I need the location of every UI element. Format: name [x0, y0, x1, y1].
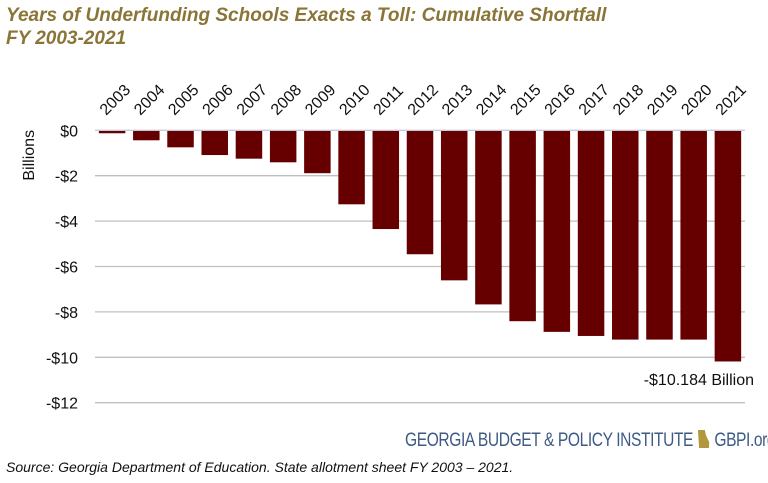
bar-2013: [440, 130, 468, 281]
bar-2021: [714, 130, 742, 362]
source-note: Source: Georgia Department of Education.…: [6, 459, 514, 475]
y-tick-label: -$4: [55, 214, 78, 231]
x-tick-label: 2017: [576, 82, 613, 119]
bar-2016: [543, 130, 571, 332]
georgia-map-icon: [697, 430, 710, 448]
bar-2010: [338, 130, 365, 205]
y-axis-label: Billions: [21, 130, 38, 181]
x-tick-label: 2007: [234, 82, 271, 119]
bar-2006: [201, 130, 228, 156]
bar-2014: [475, 130, 502, 305]
x-tick-label: 2014: [473, 82, 510, 119]
chart-title: Years of Underfunding Schools Exacts a T…: [6, 4, 606, 50]
bar-2003: [98, 130, 126, 134]
bar-2009: [304, 130, 331, 174]
x-tick-label: 2021: [713, 82, 750, 119]
bar-2018: [612, 130, 639, 340]
x-tick-label: 2018: [610, 82, 647, 119]
x-tick-label: 2011: [371, 82, 407, 118]
y-tick-label: -$8: [55, 305, 78, 322]
bar-2011: [372, 130, 400, 230]
bar-2015: [509, 130, 536, 322]
x-tick-label: 2016: [542, 82, 579, 119]
x-tick-label: 2005: [165, 82, 202, 119]
bar-2004: [133, 130, 160, 141]
x-tick-label: 2013: [439, 82, 476, 119]
x-tick-label: 2004: [131, 82, 168, 119]
logo-url[interactable]: GBPI.org: [714, 430, 768, 451]
bar-2019: [646, 130, 673, 340]
bar-2007: [235, 130, 263, 159]
y-tick-label: -$6: [55, 260, 78, 277]
title-line-2: FY 2003-2021: [6, 28, 127, 49]
x-tick-label: 2010: [336, 82, 373, 119]
bar-2012: [406, 130, 434, 255]
bar-2020: [680, 130, 707, 340]
y-tick-label: -$12: [46, 396, 78, 413]
y-tick-label: -$10: [46, 350, 78, 367]
y-tick-label: -$2: [55, 169, 78, 186]
x-tick-label: 2006: [200, 82, 237, 119]
x-tick-label: 2009: [302, 82, 339, 119]
y-tick-label: $0: [60, 123, 78, 140]
x-tick-label: 2020: [678, 82, 715, 119]
title-line-1: Years of Underfunding Schools Exacts a T…: [6, 5, 607, 26]
x-tick-label: 2012: [405, 82, 442, 119]
gbpi-logo[interactable]: GEORGIA BUDGET & POLICY INSTITUTE GBPI.or…: [405, 430, 768, 452]
bar-2017: [577, 130, 605, 336]
bar-annotation: -$10.184 Billion: [644, 372, 754, 389]
x-tick-label: 2003: [97, 82, 134, 119]
x-tick-label: 2008: [268, 82, 305, 119]
logo-name: GEORGIA BUDGET & POLICY INSTITUTE: [405, 430, 694, 451]
x-tick-label: 2015: [507, 82, 544, 119]
x-tick-label: 2019: [644, 82, 681, 119]
bar-2008: [269, 130, 297, 163]
bar-2005: [167, 130, 194, 148]
